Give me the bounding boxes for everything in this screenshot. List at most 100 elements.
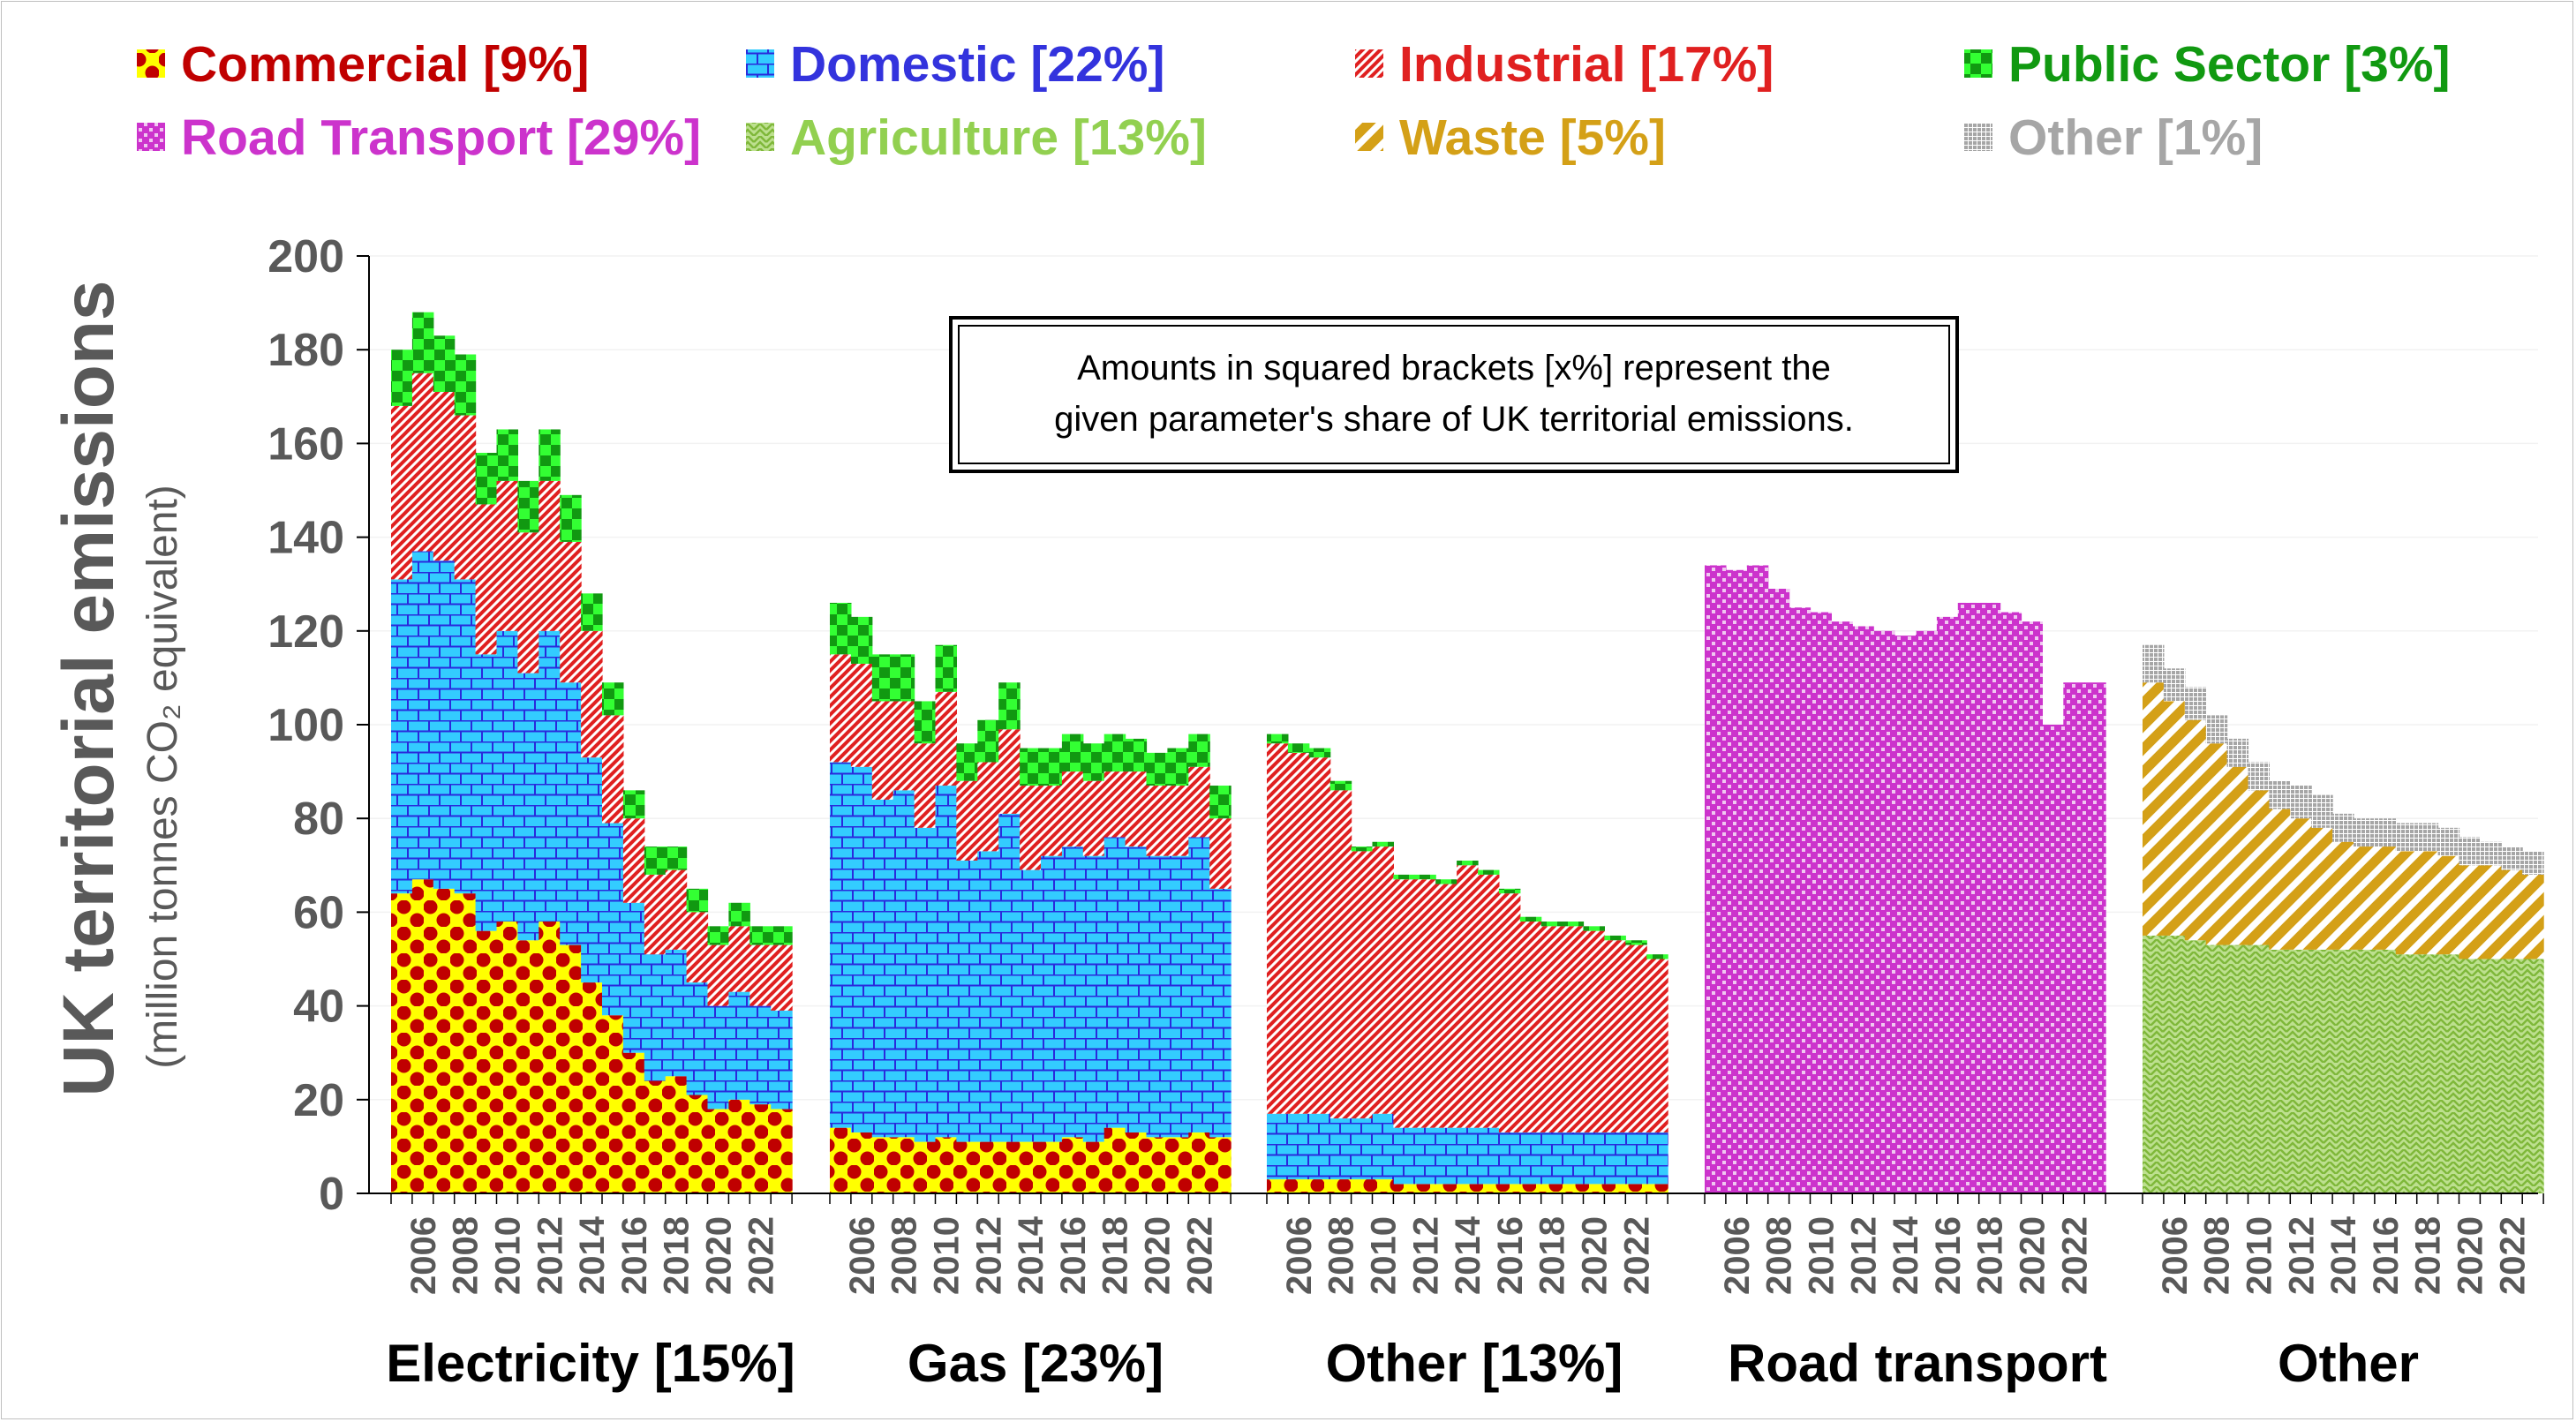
legend-swatch-industrial — [1355, 49, 1383, 78]
bar-public-2007 — [1308, 748, 1331, 758]
bar-waste-2015 — [2354, 846, 2376, 950]
bar-domestic-2013 — [1435, 1127, 1457, 1185]
bar-public-2009 — [1351, 846, 1374, 852]
bar-agriculture-2008 — [2205, 944, 2228, 1193]
bar-public-2020 — [707, 926, 729, 945]
bar-road-2009 — [1789, 607, 1811, 1193]
bar-commercial-2023 — [771, 1109, 793, 1193]
bar-commercial-2013 — [1435, 1184, 1457, 1193]
bar-domestic-2012 — [977, 851, 999, 1142]
bar-industrial-2016 — [622, 818, 645, 903]
x-tick-label: 2008 — [1760, 1216, 1799, 1295]
bar-road-2006 — [1725, 569, 1748, 1193]
bar-public-2018 — [1540, 922, 1563, 927]
group-labels: Electricity [15%] Gas [23%] Other [13%] Roa… — [386, 1334, 2419, 1393]
bar-industrial-2007 — [1308, 757, 1331, 1114]
bar-other-2018 — [2416, 823, 2439, 852]
bar-other-2011 — [2269, 780, 2291, 809]
bar-industrial-2007 — [871, 701, 894, 800]
bar-domestic-2006 — [850, 766, 873, 1132]
bar-agriculture-2012 — [2290, 949, 2312, 1193]
bar-domestic-2020 — [1146, 855, 1168, 1138]
y-axis-ticks: 0 20 40 60 80 100 120 140 160 180 200 — [267, 231, 369, 1220]
group-label-3: Road transport — [1728, 1334, 2107, 1393]
bar-domestic-2016 — [622, 902, 645, 1053]
bar-commercial-2015 — [602, 1015, 624, 1193]
group-label-0: Electricity [15%] — [386, 1334, 795, 1393]
legend-item-domestic: Domestic [22%] — [746, 36, 1164, 93]
group-label-1: Gas [23%] — [908, 1334, 1164, 1393]
bar-domestic-2019 — [1125, 846, 1148, 1132]
bar-industrial-2019 — [1125, 771, 1148, 847]
x-tick-label: 2006 — [1280, 1216, 1319, 1295]
bar-domestic-2015 — [1041, 855, 1063, 1142]
bar-public-2008 — [893, 654, 915, 702]
bar-commercial-2007 — [1308, 1179, 1331, 1193]
legend-swatch-domestic — [746, 49, 774, 78]
x-tick-label: 2016 — [1929, 1216, 1968, 1295]
bar-domestic-2007 — [871, 799, 894, 1138]
bar-public-2016 — [1061, 734, 1084, 772]
bar-public-2016 — [622, 790, 645, 819]
bar-commercial-2017 — [1082, 1141, 1105, 1193]
bar-industrial-2015 — [1478, 874, 1500, 1128]
bar-commercial-2019 — [686, 1095, 709, 1193]
x-tick-label: 2012 — [1406, 1216, 1445, 1295]
bar-domestic-2019 — [686, 982, 709, 1095]
bar-commercial-2007 — [433, 888, 456, 1193]
bar-waste-2022 — [2501, 869, 2523, 959]
bar-public-2010 — [496, 429, 518, 481]
bar-industrial-2023 — [1646, 959, 1668, 1132]
bar-domestic-2005 — [1267, 1113, 1289, 1180]
bar-road-2005 — [1705, 565, 1727, 1193]
bar-agriculture-2015 — [2354, 949, 2376, 1193]
bar-industrial-2012 — [1414, 879, 1436, 1128]
x-tick-label: 2018 — [2409, 1216, 2448, 1295]
bar-agriculture-2009 — [2226, 944, 2249, 1193]
bar-domestic-2010 — [496, 630, 518, 922]
bar-domestic-2015 — [1478, 1127, 1500, 1185]
bar-other-2023 — [2522, 851, 2544, 875]
bar-waste-2012 — [2290, 818, 2312, 950]
bar-industrial-2006 — [411, 372, 434, 552]
annotation-line-1: Amounts in squared brackets [x%] represe… — [1077, 349, 1831, 387]
y-tick-label: 80 — [293, 794, 344, 845]
bar-domestic-2016 — [1061, 846, 1084, 1138]
bar-public-2018 — [665, 846, 688, 870]
bar-commercial-2015 — [1041, 1141, 1063, 1193]
bar-industrial-2023 — [1209, 818, 1232, 889]
bar-domestic-2022 — [1625, 1132, 1647, 1185]
x-tick-label: 2012 — [969, 1216, 1008, 1295]
bar-industrial-2017 — [1519, 922, 1542, 1132]
bar-domestic-2009 — [1351, 1118, 1374, 1180]
bar-public-2009 — [914, 701, 937, 744]
bar-domestic-2020 — [1583, 1132, 1605, 1185]
bar-commercial-2009 — [475, 930, 498, 1193]
bar-industrial-2020 — [1583, 930, 1605, 1132]
x-tick-label: 2010 — [2240, 1216, 2278, 1295]
bar-industrial-2014 — [1020, 786, 1042, 870]
bar-commercial-2022 — [1188, 1132, 1210, 1193]
bar-public-2017 — [644, 846, 667, 875]
bar-industrial-2010 — [935, 691, 957, 786]
y-tick-label: 40 — [293, 982, 344, 1033]
bar-commercial-2010 — [496, 922, 518, 1193]
x-tick-label: 2018 — [658, 1216, 697, 1295]
bar-domestic-2022 — [749, 1005, 772, 1105]
bar-other-2013 — [2311, 794, 2333, 828]
bar-public-2005 — [1267, 734, 1289, 744]
x-tick-label: 2018 — [1096, 1216, 1135, 1295]
group-1 — [830, 602, 1232, 1193]
bar-commercial-2009 — [1351, 1179, 1374, 1193]
bar-public-2023 — [1646, 954, 1668, 959]
legend-label-waste: Waste [5%] — [1399, 109, 1666, 166]
bar-industrial-2018 — [665, 869, 688, 950]
bar-road-2017 — [1957, 602, 1980, 1193]
bar-waste-2011 — [2269, 809, 2291, 950]
bar-industrial-2016 — [1498, 893, 1521, 1132]
bar-industrial-2008 — [893, 701, 915, 791]
bar-domestic-2021 — [728, 991, 750, 1100]
bar-public-2011 — [956, 743, 978, 781]
